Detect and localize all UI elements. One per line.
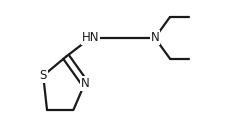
Text: S: S [40, 69, 47, 82]
Text: HN: HN [82, 31, 99, 44]
Text: N: N [150, 31, 159, 44]
Text: N: N [80, 77, 89, 90]
